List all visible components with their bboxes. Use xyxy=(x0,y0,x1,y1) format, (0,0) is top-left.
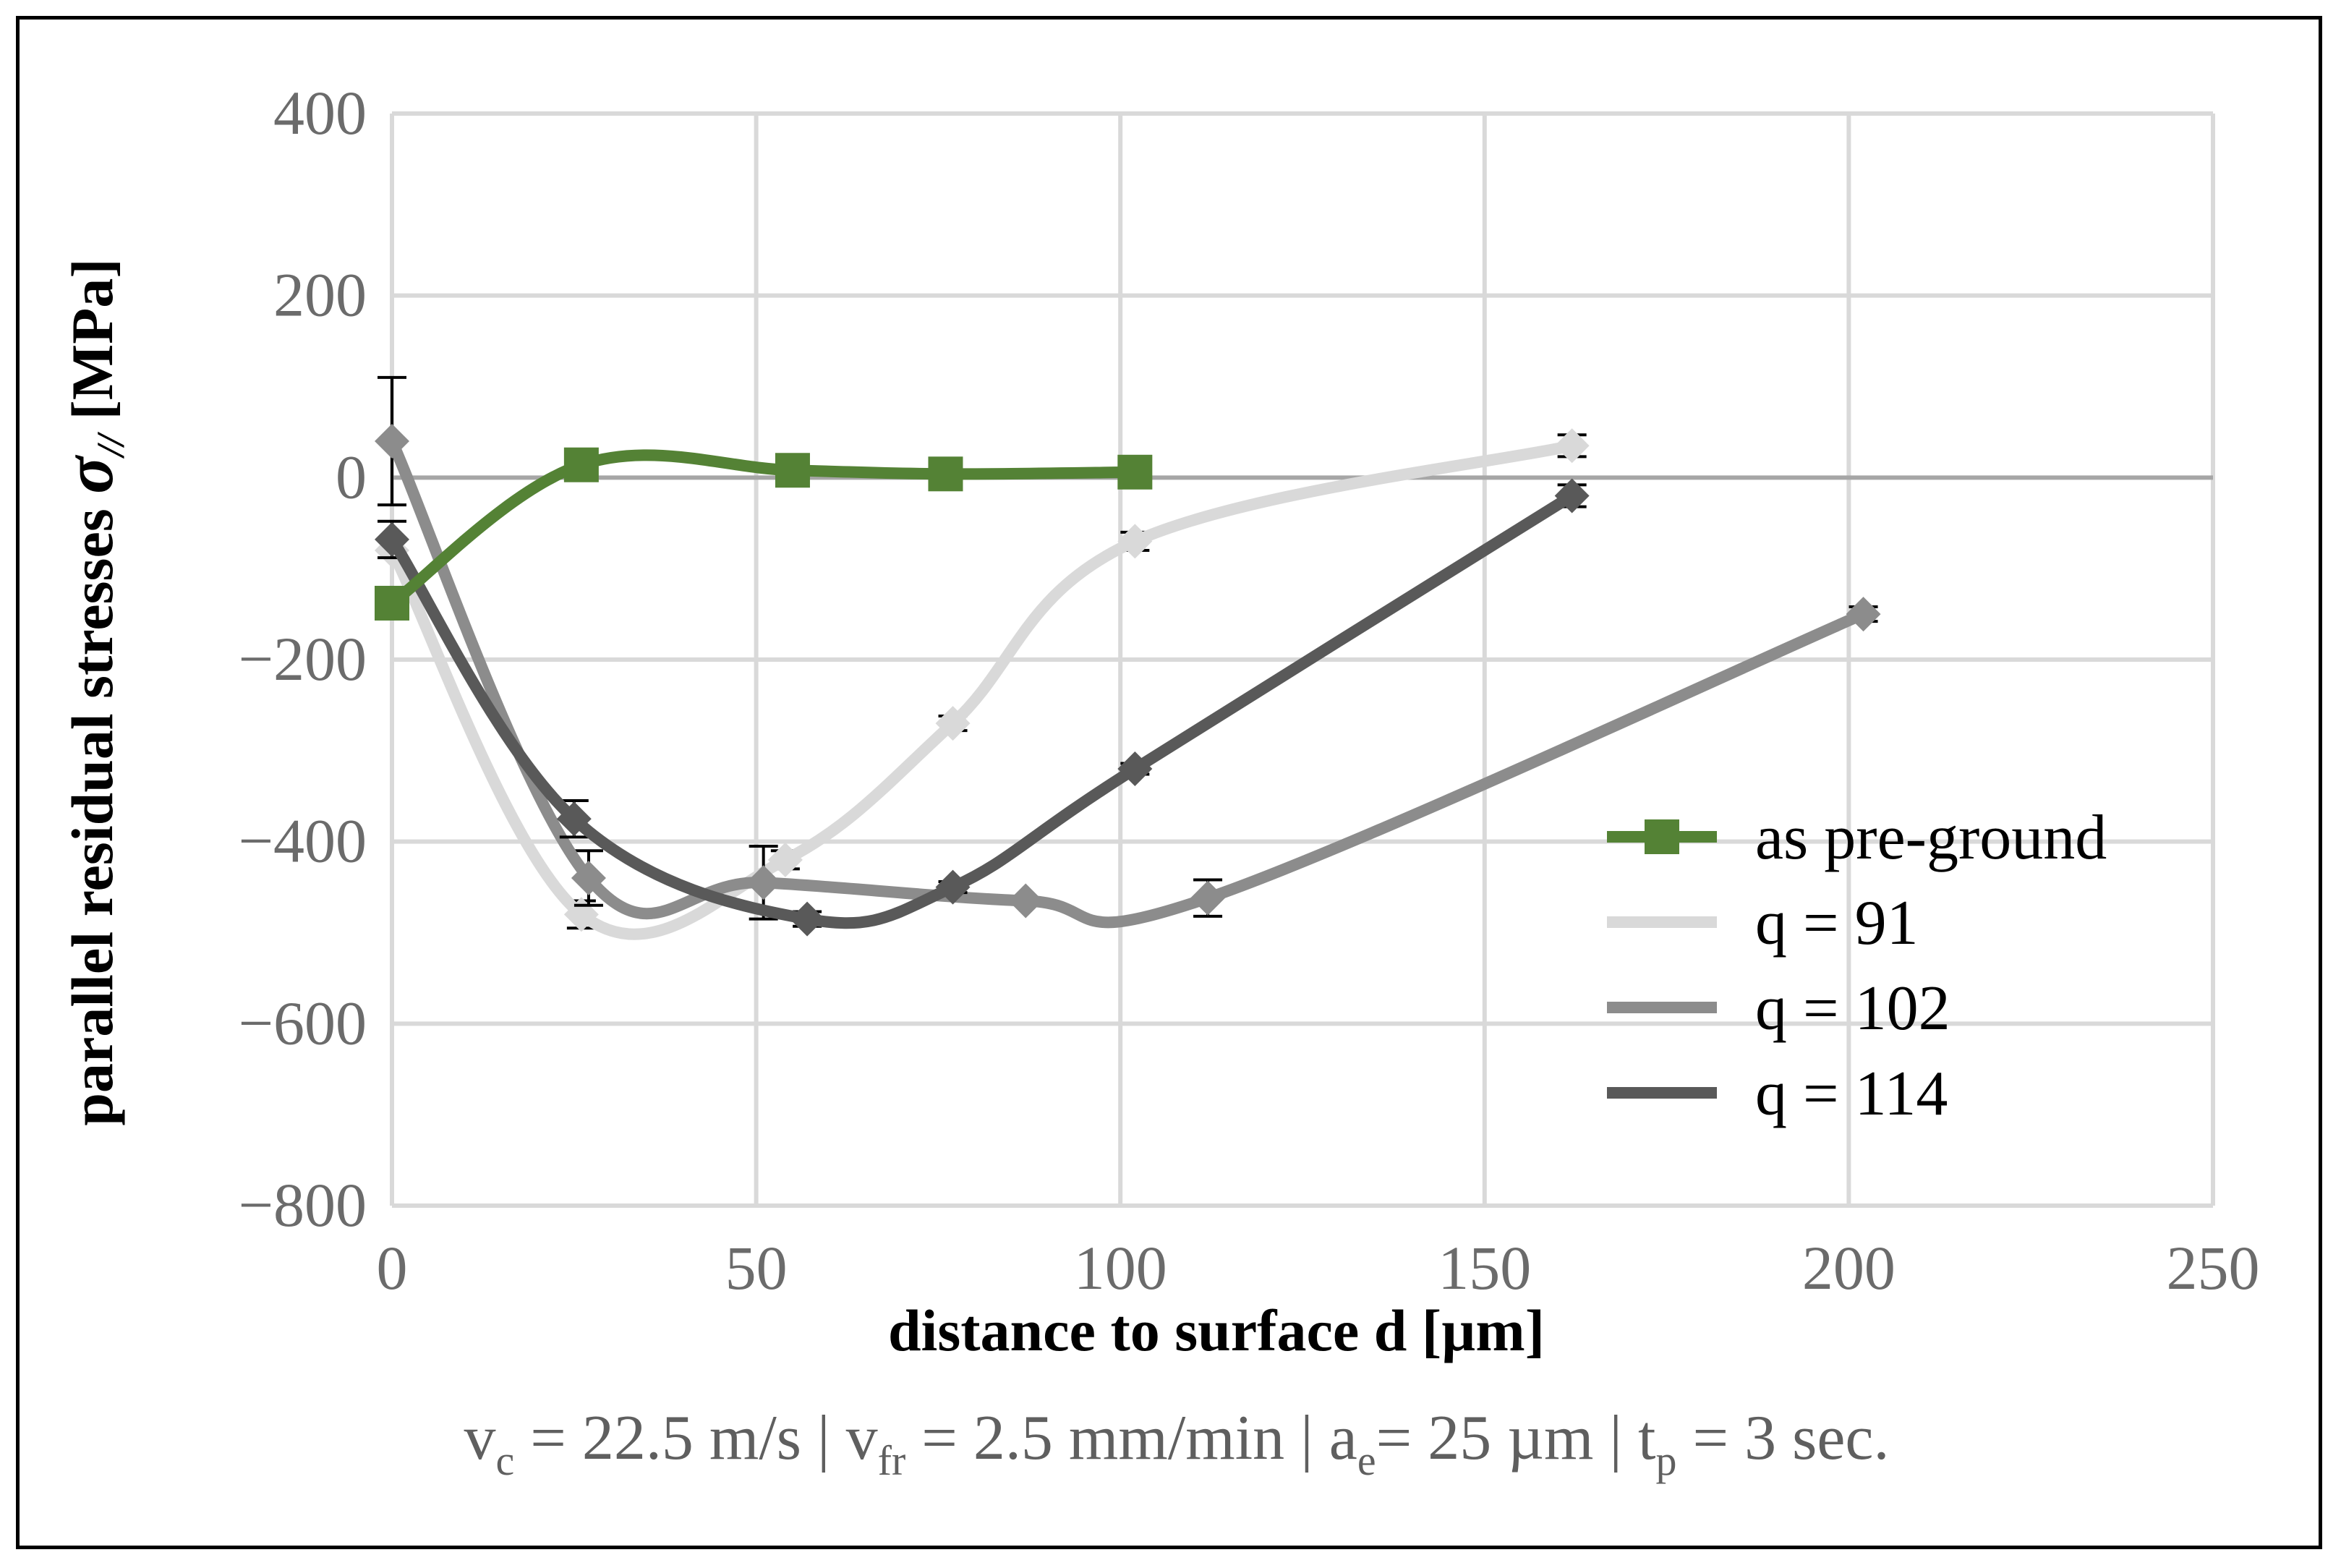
data-point xyxy=(375,585,409,621)
y-tick-label: −600 xyxy=(238,988,367,1057)
x-tick-label: 150 xyxy=(1438,1233,1531,1303)
data-point xyxy=(1117,454,1153,490)
data-point xyxy=(767,842,803,877)
data-point xyxy=(775,453,810,488)
parameters-caption: vc = 22.5 m/s | vfr = 2.5 mm/min | ae= 2… xyxy=(464,1403,1890,1484)
y-tick-labels: 400 200 0 −200 −400 −600 −800 xyxy=(238,78,367,1240)
legend-item: q = 91 xyxy=(1607,888,1919,958)
legend-label: q = 91 xyxy=(1755,888,1919,958)
x-tick-labels: 0 50 100 150 200 250 xyxy=(377,1233,2260,1303)
legend-label: as pre-ground xyxy=(1755,803,2107,873)
data-point xyxy=(1190,880,1226,916)
legend-swatch-marker xyxy=(1645,819,1679,854)
y-tick-label: −200 xyxy=(238,624,367,694)
data-point xyxy=(1846,597,1881,632)
data-point xyxy=(556,801,592,837)
legend-item: as pre-ground xyxy=(1607,803,2107,873)
legend: as pre-ground q = 91 q = 102 q = 114 xyxy=(1607,803,2107,1129)
data-point xyxy=(928,456,963,492)
y-tick-label: 400 xyxy=(273,78,367,148)
data-point xyxy=(1554,428,1590,464)
y-tick-label: 0 xyxy=(336,442,367,511)
data-point xyxy=(563,447,599,482)
series-as-pre-ground xyxy=(375,447,1153,621)
legend-item: q = 102 xyxy=(1607,973,1950,1044)
data-point xyxy=(746,865,781,900)
y-axis-label: parallel residual stresses σ// [MPa] xyxy=(50,258,132,1125)
data-point xyxy=(571,861,606,895)
data-point xyxy=(1554,478,1590,514)
chart-frame: 400 200 0 −200 −400 −600 −800 0 50 100 150 200 250 … xyxy=(16,16,2322,1549)
series-layer xyxy=(375,375,1881,940)
series-q-91 xyxy=(375,428,1590,940)
y-tick-label: 200 xyxy=(273,260,367,330)
x-tick-label: 200 xyxy=(1802,1233,1896,1303)
y-tick-label: −800 xyxy=(238,1170,367,1240)
legend-label: q = 102 xyxy=(1755,973,1950,1044)
data-point xyxy=(1117,751,1153,786)
series-line xyxy=(386,440,1578,940)
series-line xyxy=(386,490,1578,929)
x-tick-label: 250 xyxy=(2167,1233,2260,1303)
data-point xyxy=(790,901,825,937)
data-point xyxy=(935,869,971,905)
series-q-114 xyxy=(375,478,1590,937)
data-point xyxy=(1117,524,1153,559)
y-tick-label: −400 xyxy=(238,806,367,876)
x-axis-label: distance to surface d [µm] xyxy=(888,1298,1545,1363)
data-point xyxy=(375,521,409,557)
data-point xyxy=(935,706,971,741)
x-tick-label: 0 xyxy=(377,1233,408,1303)
x-tick-label: 50 xyxy=(725,1233,788,1303)
data-point xyxy=(375,424,409,459)
x-tick-label: 100 xyxy=(1074,1233,1167,1303)
legend-label: q = 114 xyxy=(1755,1059,1948,1129)
data-point xyxy=(1008,883,1044,919)
legend-item: q = 114 xyxy=(1607,1059,1948,1129)
